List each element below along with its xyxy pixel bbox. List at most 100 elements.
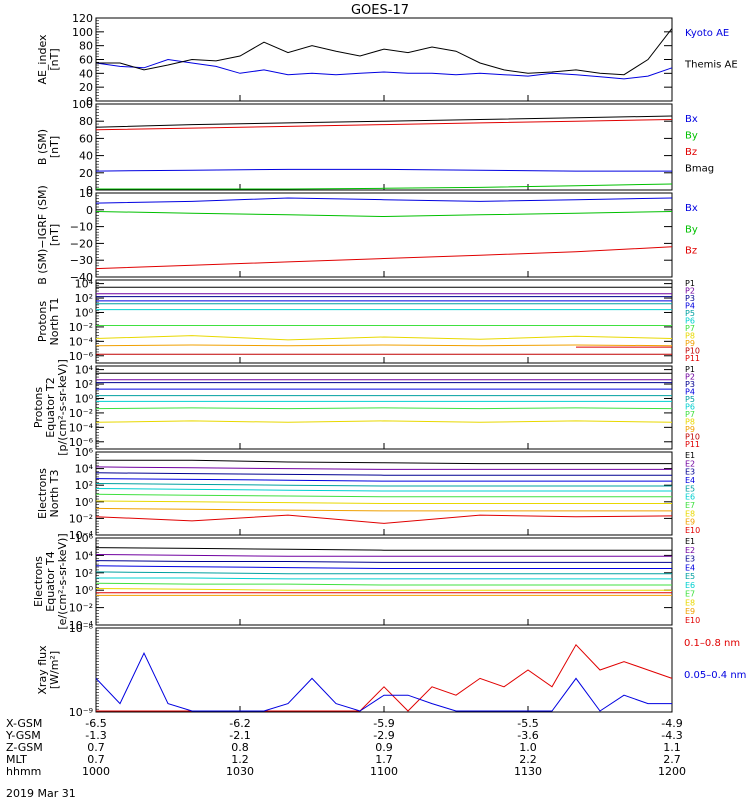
series-line-e6 — [96, 577, 672, 580]
legend-entry: E8 — [685, 598, 695, 607]
x-axis-value: -1.3 — [85, 729, 106, 742]
y-tick-label: 10⁻² — [69, 321, 93, 334]
y-tick-label: 60 — [79, 54, 93, 67]
x-axis-value: 1.2 — [231, 753, 249, 766]
x-axis-value: -3.6 — [517, 729, 538, 742]
y-tick-label: 10⁻⁴ — [69, 619, 94, 632]
date-label: 2019 Mar 31 — [6, 787, 76, 800]
y-tick-label: 10⁻⁸ — [69, 622, 94, 635]
legend-entry: Bx — [685, 203, 698, 214]
y-tick-label: 20 — [79, 81, 93, 94]
legend-entry: P1 — [685, 365, 695, 374]
legend-entry: E5 — [685, 572, 695, 581]
series-line-by — [95, 211, 673, 218]
x-axis-value: -2.1 — [229, 729, 250, 742]
y-tick-label: 10² — [75, 567, 93, 580]
y-axis-label: [W/m²] — [48, 651, 61, 689]
series-line-e7 — [95, 493, 672, 498]
legend-entry: P5 — [685, 395, 695, 404]
legend-entry: Kyoto AE — [685, 28, 729, 39]
y-tick-label: 80 — [79, 115, 93, 128]
series-line-0-05-0-4-nm — [95, 652, 672, 712]
y-tick-label: 0 — [86, 184, 93, 197]
y-axis-label: Protons — [32, 387, 45, 428]
panel-frame — [95, 451, 673, 536]
legend-entry: By — [685, 224, 698, 235]
y-tick-label: −10 — [70, 221, 93, 234]
x-axis-value: 1000 — [82, 765, 110, 778]
y-tick-label: 10⁴ — [75, 364, 94, 377]
legend-entry: P8 — [685, 332, 695, 341]
panel-frame — [95, 192, 673, 278]
y-axis-label: Electrons — [36, 468, 49, 519]
y-tick-label: 10⁻² — [69, 512, 93, 525]
y-tick-label: 10⁻⁴ — [69, 335, 94, 348]
y-tick-label: −40 — [70, 271, 93, 284]
y-tick-label: 10² — [75, 479, 93, 492]
y-tick-label: 60 — [79, 132, 93, 145]
y-tick-label: 10⁴ — [75, 278, 94, 291]
legend-entry: E4 — [685, 476, 695, 485]
y-tick-label: 100 — [72, 98, 93, 111]
x-axis-value: -4.9 — [661, 717, 682, 730]
legend-entry: 0.1–0.8 nm — [684, 638, 740, 649]
y-tick-label: 10² — [75, 378, 93, 391]
legend-entry: P7 — [685, 410, 695, 419]
x-axis-value: 0.9 — [375, 741, 393, 754]
legend-entry: Bx — [685, 114, 698, 125]
series-line-bx — [95, 197, 673, 204]
panel-frame — [95, 537, 673, 626]
series-line-p8 — [95, 335, 673, 341]
series-line-e8 — [95, 588, 672, 591]
y-axis-label: [p/(cm²-s-sr-keV)] — [56, 359, 69, 456]
y-tick-label: 80 — [79, 40, 93, 53]
x-axis-value: 1130 — [514, 765, 542, 778]
y-axis-label: North T1 — [48, 298, 61, 346]
legend-entry: E1 — [685, 537, 695, 546]
legend-entry: P8 — [685, 418, 695, 427]
legend-entry: P10 — [685, 433, 700, 442]
y-tick-label: 10⁻² — [69, 407, 93, 420]
legend-entry: P9 — [685, 425, 695, 434]
y-tick-label: 10⁻⁴ — [69, 421, 94, 434]
y-tick-label: 10⁰ — [75, 496, 94, 509]
x-axis-value: 1200 — [658, 765, 686, 778]
legend-entry: P9 — [685, 339, 695, 348]
y-tick-label: 120 — [72, 12, 93, 25]
y-tick-label: 10⁴ — [75, 463, 94, 476]
y-axis-label: [nT] — [48, 224, 61, 246]
y-axis-label: [e/(cm²-s-sr-keV)] — [56, 533, 69, 629]
legend-entry: P10 — [685, 347, 700, 356]
x-axis-value: -6.5 — [85, 717, 106, 730]
legend-entry: E9 — [685, 607, 695, 616]
legend-entry: E2 — [685, 546, 695, 555]
y-axis-label: North T3 — [48, 470, 61, 518]
legend-entry: E7 — [685, 501, 695, 510]
series-line-bz — [95, 119, 673, 131]
y-axis-label: [nT] — [48, 136, 61, 158]
legend-entry: Bz — [685, 246, 697, 257]
x-axis-value: -5.5 — [517, 717, 538, 730]
legend-entry: P2 — [685, 287, 695, 296]
y-axis-label: Equator T2 — [44, 377, 57, 437]
x-axis-row-label: Y-GSM — [5, 729, 41, 742]
y-tick-label: −20 — [70, 237, 93, 250]
y-axis-label: B (SM) — [36, 129, 49, 165]
y-tick-label: 10⁻² — [69, 602, 93, 615]
x-axis-value: 0.7 — [87, 741, 105, 754]
series-line-e1 — [95, 547, 672, 551]
series-line-e6 — [95, 488, 672, 492]
y-axis-label: AE_index — [36, 34, 49, 85]
y-tick-label: 10⁻⁶ — [69, 436, 94, 449]
legend-entry: Bmag — [685, 164, 714, 175]
y-tick-label: 10 — [79, 187, 93, 200]
x-axis-row-label: MLT — [6, 753, 27, 766]
legend-entry: E3 — [685, 555, 695, 564]
plot-title: GOES-17 — [351, 3, 409, 18]
series-line-by — [96, 183, 673, 190]
y-tick-label: 10⁴ — [75, 549, 94, 562]
